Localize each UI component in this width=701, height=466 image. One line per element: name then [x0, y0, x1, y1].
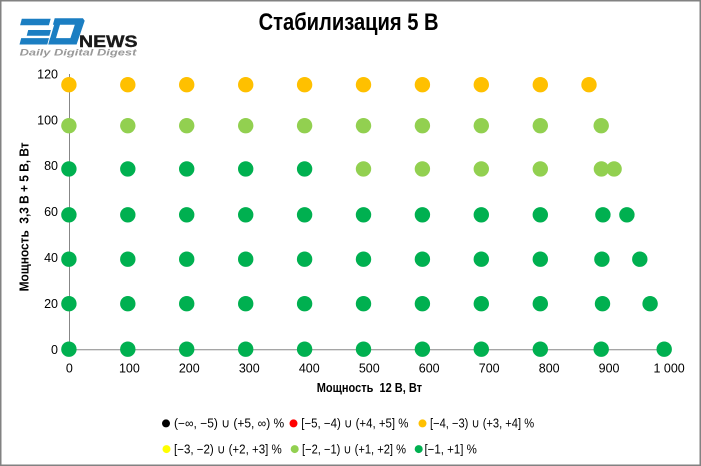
- svg-text:900: 900: [599, 362, 620, 376]
- svg-text:(−∞, −5) ∪ (+5, ∞) %: (−∞, −5) ∪ (+5, ∞) %: [174, 417, 284, 431]
- svg-text:20: 20: [44, 297, 58, 311]
- svg-text:80: 80: [44, 159, 58, 173]
- svg-text:100: 100: [37, 113, 58, 127]
- svg-text:1 000: 1 000: [653, 362, 684, 376]
- svg-text:40: 40: [44, 251, 58, 265]
- svg-text:[−3, −2) ∪ (+2, +3] %: [−3, −2) ∪ (+2, +3] %: [174, 442, 282, 456]
- svg-text:100: 100: [119, 362, 140, 376]
- svg-text:60: 60: [44, 205, 58, 219]
- svg-text:[−4, −3) ∪ (+3, +4] %: [−4, −3) ∪ (+3, +4] %: [430, 417, 534, 431]
- svg-text:200: 200: [179, 362, 200, 376]
- svg-text:[−5, −4) ∪ (+4, +5] %: [−5, −4) ∪ (+4, +5] %: [301, 417, 408, 431]
- svg-text:700: 700: [479, 362, 500, 376]
- svg-text:120: 120: [37, 67, 58, 81]
- svg-text:NEWS: NEWS: [79, 32, 138, 51]
- svg-text:[−1, +1] %: [−1, +1] %: [425, 442, 477, 456]
- svg-text:Стабилизация 5 В: Стабилизация 5 В: [259, 9, 439, 36]
- svg-text:600: 600: [419, 362, 440, 376]
- svg-text:Мощность 12 В, Вт: Мощность 12 В, Вт: [317, 381, 422, 395]
- svg-text:400: 400: [299, 362, 320, 376]
- svg-text:0: 0: [66, 362, 73, 376]
- svg-text:300: 300: [239, 362, 260, 376]
- svg-text:500: 500: [359, 362, 380, 376]
- svg-text:Мощность 3,3 В + 5 В, Вт: Мощность 3,3 В + 5 В, Вт: [17, 142, 31, 291]
- svg-text:Daily Digital Digest: Daily Digital Digest: [20, 48, 138, 59]
- svg-text:0: 0: [51, 343, 58, 357]
- svg-text:[−2, −1) ∪ (+1, +2] %: [−2, −1) ∪ (+1, +2] %: [302, 442, 406, 456]
- svg-text:800: 800: [539, 362, 560, 376]
